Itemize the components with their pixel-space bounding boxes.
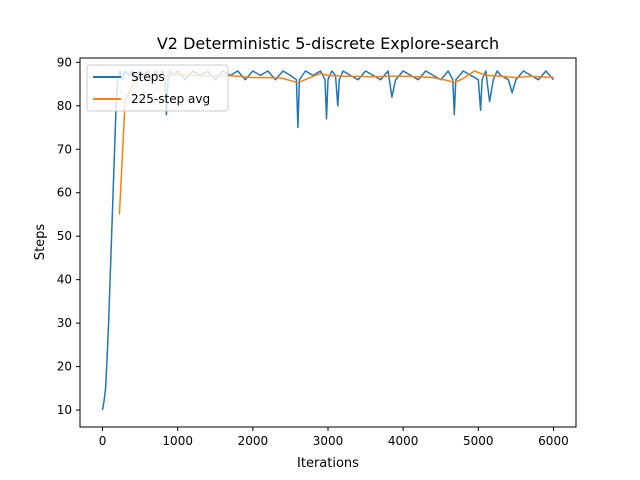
legend-label-1: Steps (131, 70, 165, 84)
x-tick-label: 0 (99, 434, 107, 448)
x-tick-label: 2000 (238, 434, 269, 448)
x-tick-label: 5000 (463, 434, 494, 448)
x-tick-label: 1000 (162, 434, 193, 448)
y-tick-label: 60 (57, 186, 72, 200)
y-axis: 10 20 30 40 50 60 70 80 90 (57, 55, 80, 417)
x-tick-label: 4000 (388, 434, 419, 448)
axes-frame (79, 57, 577, 428)
x-axis: 0 1000 2000 3000 4000 5000 6000 (99, 427, 569, 448)
y-tick-label: 70 (57, 142, 72, 156)
legend-box (86, 64, 229, 112)
y-tick-label: 90 (57, 55, 72, 69)
y-tick-label: 10 (57, 403, 72, 417)
y-tick-label: 30 (57, 316, 72, 330)
legend: Steps 225-step avg (86, 64, 229, 112)
x-axis-label: Iterations (297, 456, 359, 471)
y-tick-label: 20 (57, 360, 72, 374)
y-axis-label: Steps (33, 224, 48, 261)
y-tick-label: 40 (57, 273, 72, 287)
y-tick-label: 80 (57, 99, 72, 113)
chart-title: V2 Deterministic 5-discrete Explore-sear… (157, 34, 499, 53)
y-tick-label: 50 (57, 229, 72, 243)
legend-label-2: 225-step avg (131, 92, 210, 106)
x-tick-label: 6000 (538, 434, 569, 448)
x-tick-label: 3000 (313, 434, 344, 448)
